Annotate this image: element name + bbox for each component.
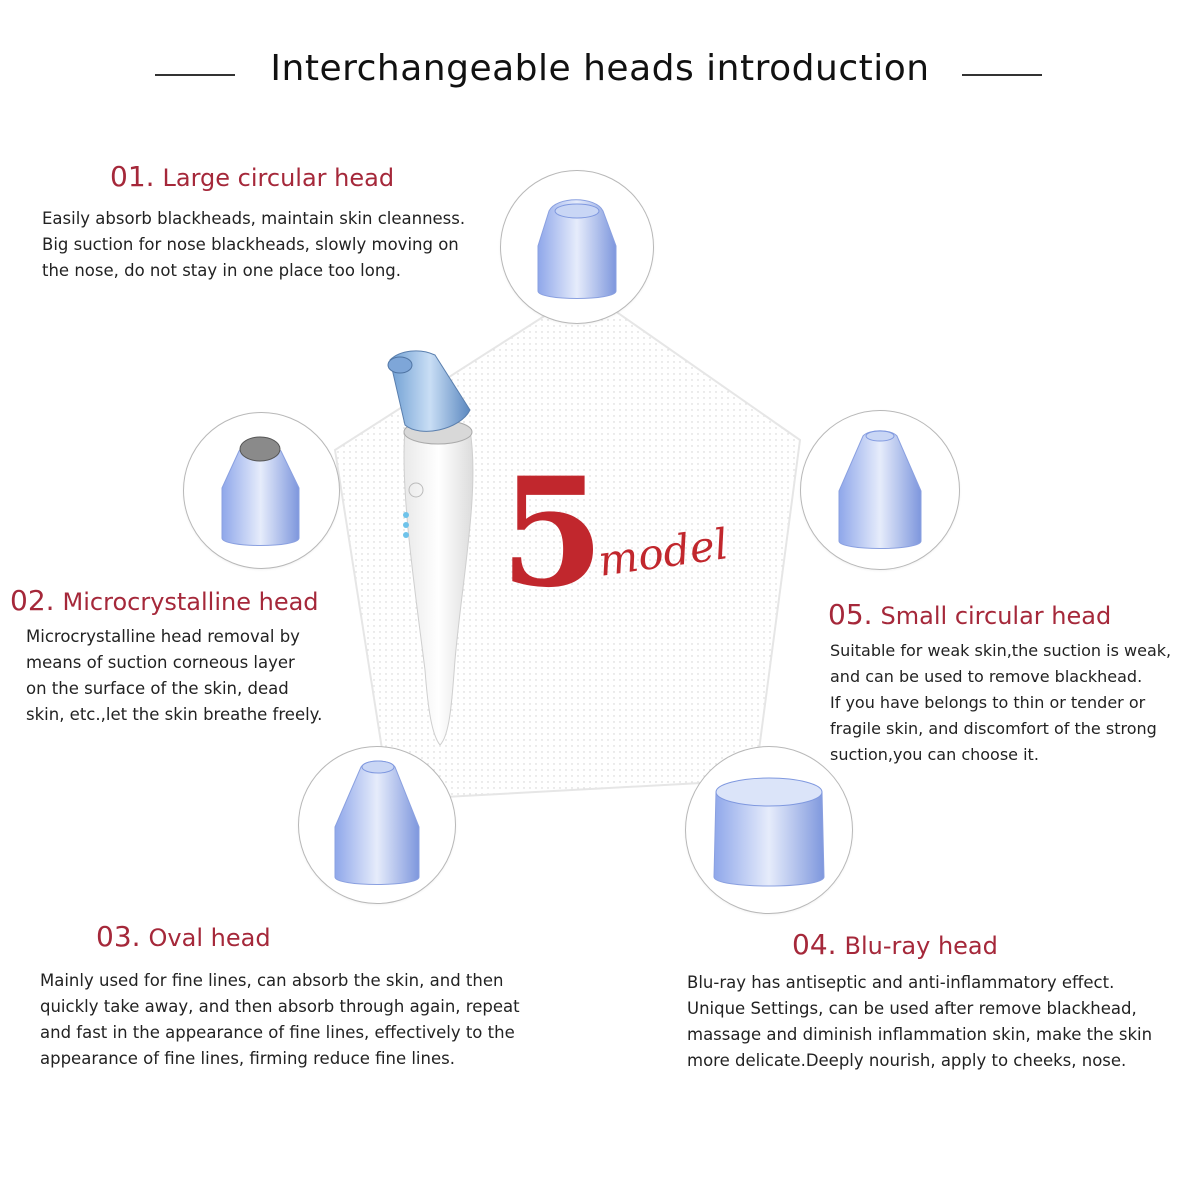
- desc-line: Microcrystalline head removal by: [26, 627, 300, 646]
- blackhead-device: [387, 350, 474, 746]
- head-name: Blu-ray head: [844, 932, 998, 960]
- head-02-description: Microcrystalline head removal by means o…: [26, 624, 322, 728]
- head-01-description: Easily absorb blackheads, maintain skin …: [42, 206, 465, 284]
- desc-line: appearance of fine lines, firming reduce…: [40, 1049, 455, 1068]
- head-number: 04.: [792, 928, 837, 961]
- desc-line: Easily absorb blackheads, maintain skin …: [42, 209, 466, 228]
- head-name: Microcrystalline head: [62, 588, 319, 616]
- head-number: 05.: [828, 598, 873, 631]
- desc-line: Mainly used for fine lines, can absorb t…: [40, 971, 504, 990]
- title-rule-left: [155, 74, 235, 76]
- desc-line: and fast in the appearance of fine lines…: [40, 1023, 515, 1042]
- blu-ray-head-image: [685, 746, 853, 914]
- oval-head-image: [298, 746, 456, 904]
- head-name: Small circular head: [880, 602, 1112, 630]
- desc-line: more delicate.Deeply nourish, apply to c…: [687, 1051, 1127, 1070]
- desc-line: Suitable for weak skin,the suction is we…: [830, 641, 1172, 660]
- suction-head-icon: [713, 777, 825, 887]
- head-03-description: Mainly used for fine lines, can absorb t…: [40, 968, 520, 1072]
- desc-line: on the surface of the skin, dead: [26, 679, 289, 698]
- page-title: Interchangeable heads introduction: [270, 48, 930, 89]
- desc-line: massage and diminish inflammation skin, …: [687, 1025, 1153, 1044]
- desc-line: Big suction for nose blackheads, slowly …: [42, 235, 459, 254]
- desc-line: Unique Settings, can be used after remov…: [687, 999, 1137, 1018]
- desc-line: means of suction corneous layer: [26, 653, 295, 672]
- desc-line: skin, etc.,let the skin breathe freely.: [26, 705, 323, 724]
- head-name: Oval head: [148, 924, 271, 952]
- head-number: 01.: [110, 160, 155, 193]
- head-01-title: 01. Large circular head: [110, 160, 394, 193]
- large-circular-head-image: [500, 170, 654, 324]
- desc-line: quickly take away, and then absorb throu…: [40, 997, 520, 1016]
- desc-line: and can be used to remove blackhead.: [830, 667, 1143, 686]
- desc-line: If you have belongs to thin or tender or: [830, 693, 1146, 712]
- desc-line: Blu-ray has antiseptic and anti-inflamma…: [687, 973, 1115, 992]
- head-04-description: Blu-ray has antiseptic and anti-inflamma…: [687, 970, 1152, 1074]
- suction-head-icon: [838, 430, 922, 549]
- suction-head-icon: [221, 436, 300, 546]
- desc-line: suction,you can choose it.: [830, 745, 1039, 764]
- head-04-title: 04. Blu-ray head: [792, 928, 998, 961]
- desc-line: the nose, do not stay in one place too l…: [42, 261, 402, 280]
- title-rule-right: [962, 74, 1042, 76]
- small-circular-head-image: [800, 410, 960, 570]
- head-02-title: 02. Microcrystalline head: [10, 584, 319, 617]
- head-05-description: Suitable for weak skin,the suction is we…: [830, 638, 1171, 768]
- head-number: 03.: [96, 920, 141, 953]
- head-name: Large circular head: [162, 164, 395, 192]
- suction-head-icon: [334, 760, 420, 885]
- microcrystalline-head-image: [183, 412, 340, 569]
- five-number: 5: [500, 445, 605, 621]
- head-05-title: 05. Small circular head: [828, 598, 1111, 631]
- head-03-title: 03. Oval head: [96, 920, 271, 953]
- head-number: 02.: [10, 584, 55, 617]
- desc-line: fragile skin, and discomfort of the stro…: [830, 719, 1157, 738]
- suction-head-icon: [537, 199, 617, 299]
